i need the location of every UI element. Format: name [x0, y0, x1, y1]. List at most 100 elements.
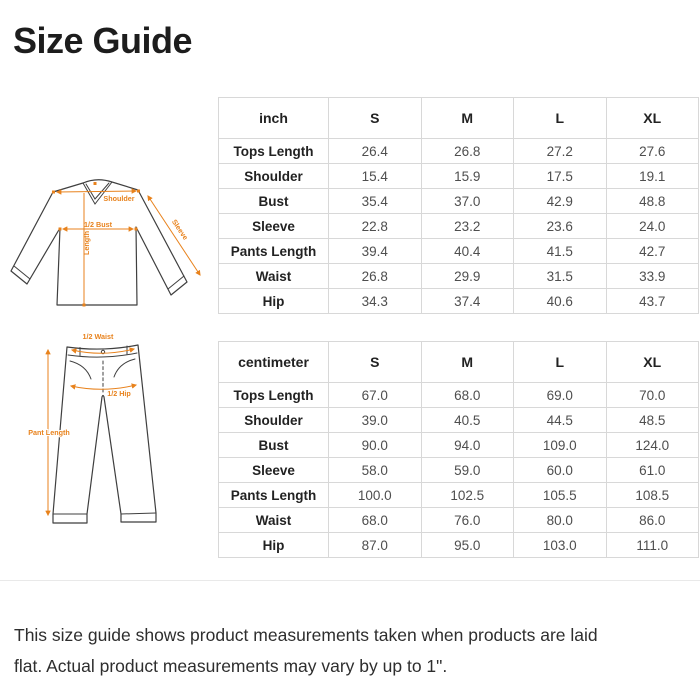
- measurement-value-cell: 48.5: [605, 407, 699, 433]
- measurement-value-cell: 43.7: [605, 288, 699, 314]
- table-row: Hip 87.0 95.0 103.0 111.0: [218, 532, 699, 558]
- measurement-value-cell: 68.0: [328, 507, 422, 533]
- measurement-label-cell: Pants Length: [218, 482, 329, 508]
- measurement-value-cell: 60.0: [513, 457, 607, 483]
- measurement-label-cell: Hip: [218, 288, 329, 314]
- sleeve-measure-label: Sleeve: [170, 218, 190, 242]
- measurement-label-cell: Tops Length: [218, 382, 329, 408]
- measurement-value-cell: 76.0: [420, 507, 514, 533]
- size-column-header: S: [328, 341, 422, 383]
- unit-header-cell: centimeter: [218, 341, 329, 383]
- measurement-value-cell: 69.0: [513, 382, 607, 408]
- measurement-label-cell: Pants Length: [218, 238, 329, 264]
- measurement-label-cell: Waist: [218, 507, 329, 533]
- size-column-header: M: [420, 97, 514, 139]
- measurement-value-cell: 40.5: [420, 407, 514, 433]
- measurement-value-cell: 42.7: [605, 238, 699, 264]
- measurement-value-cell: 103.0: [513, 532, 607, 558]
- measurement-label-cell: Waist: [218, 263, 329, 289]
- measurement-value-cell: 100.0: [328, 482, 422, 508]
- footer-note: This size guide shows product measuremen…: [14, 620, 690, 682]
- measurement-value-cell: 35.4: [328, 188, 422, 214]
- table-row: Sleeve 22.8 23.2 23.6 24.0: [218, 213, 699, 239]
- measurement-value-cell: 19.1: [605, 163, 699, 189]
- shoulder-measure-label: Shoulder: [103, 194, 134, 203]
- pant-length-measure-label: Pant Length: [28, 428, 70, 437]
- table-row: Bust 90.0 94.0 109.0 124.0: [218, 432, 699, 458]
- measurement-value-cell: 39.0: [328, 407, 422, 433]
- measurement-value-cell: 31.5: [513, 263, 607, 289]
- measurement-value-cell: 124.0: [605, 432, 699, 458]
- page-title: Size Guide: [13, 20, 193, 61]
- measurement-value-cell: 87.0: [328, 532, 422, 558]
- measurement-value-cell: 24.0: [605, 213, 699, 239]
- table-header-row: inch S M L XL: [218, 97, 699, 139]
- measurement-value-cell: 29.9: [420, 263, 514, 289]
- size-table-centimeter: centimeter S M L XL Tops Length 67.0 68.0 69.0 70…: [218, 341, 699, 558]
- measurement-value-cell: 27.2: [513, 138, 607, 164]
- measurement-label-cell: Shoulder: [218, 407, 329, 433]
- footer-note-line2: flat. Actual product measurements may va…: [14, 655, 448, 676]
- measurement-value-cell: 39.4: [328, 238, 422, 264]
- pants-measure-lines: [45, 347, 138, 517]
- measurement-value-cell: 108.5: [605, 482, 699, 508]
- measurement-value-cell: 15.4: [328, 163, 422, 189]
- size-column-header: XL: [605, 341, 699, 383]
- measurement-label-cell: Shoulder: [218, 163, 329, 189]
- shirt-diagram: Shoulder 1/2 Bust Length Sleeve: [10, 179, 201, 307]
- measurement-value-cell: 67.0: [328, 382, 422, 408]
- size-column-header: S: [328, 97, 422, 139]
- measurement-value-cell: 26.8: [420, 138, 514, 164]
- measurement-value-cell: 48.8: [605, 188, 699, 214]
- table-row: Shoulder 39.0 40.5 44.5 48.5: [218, 407, 699, 433]
- measurement-value-cell: 34.3: [328, 288, 422, 314]
- footer-note-line1: This size guide shows product measuremen…: [14, 624, 598, 645]
- pants-diagram: 1/2 Waist 1/2 Hip Pant Length: [27, 332, 157, 524]
- measurement-value-cell: 22.8: [328, 213, 422, 239]
- measurement-value-cell: 90.0: [328, 432, 422, 458]
- half-waist-measure-label: 1/2 Waist: [83, 332, 114, 341]
- measurement-value-cell: 26.4: [328, 138, 422, 164]
- measurement-value-cell: 37.0: [420, 188, 514, 214]
- shirt-outline-icon: [10, 179, 188, 306]
- measurement-value-cell: 68.0: [420, 382, 514, 408]
- size-table-inch: inch S M L XL Tops Length 26.4 26.8 27.2 27.6 Shou…: [218, 97, 699, 314]
- measurement-value-cell: 80.0: [513, 507, 607, 533]
- measurement-value-cell: 26.8: [328, 263, 422, 289]
- measurement-label-cell: Sleeve: [218, 213, 329, 239]
- measurement-label-cell: Bust: [218, 188, 329, 214]
- measurement-value-cell: 23.2: [420, 213, 514, 239]
- measurement-value-cell: 27.6: [605, 138, 699, 164]
- table-row: Shoulder 15.4 15.9 17.5 19.1: [218, 163, 699, 189]
- table-row: Tops Length 26.4 26.8 27.2 27.6: [218, 138, 699, 164]
- table-row: Tops Length 67.0 68.0 69.0 70.0: [218, 382, 699, 408]
- measurement-label-cell: Sleeve: [218, 457, 329, 483]
- measurement-value-cell: 44.5: [513, 407, 607, 433]
- table-row: Waist 26.8 29.9 31.5 33.9: [218, 263, 699, 289]
- shirt-measure-lines: [52, 182, 201, 307]
- measurement-value-cell: 40.6: [513, 288, 607, 314]
- table-row: Waist 68.0 76.0 80.0 86.0: [218, 507, 699, 533]
- unit-header-cell: inch: [218, 97, 329, 139]
- measurement-value-cell: 41.5: [513, 238, 607, 264]
- size-column-header: L: [513, 97, 607, 139]
- measurement-value-cell: 86.0: [605, 507, 699, 533]
- measurement-value-cell: 17.5: [513, 163, 607, 189]
- footer-divider: [0, 580, 700, 581]
- measurement-value-cell: 40.4: [420, 238, 514, 264]
- measurement-value-cell: 15.9: [420, 163, 514, 189]
- size-column-header: L: [513, 341, 607, 383]
- length-measure-label: Length: [82, 231, 91, 255]
- half-hip-measure-label: 1/2 Hip: [107, 389, 131, 398]
- table-row: Pants Length 100.0 102.5 105.5 108.5: [218, 482, 699, 508]
- measurement-value-cell: 42.9: [513, 188, 607, 214]
- measurement-label-cell: Bust: [218, 432, 329, 458]
- table-row: Sleeve 58.0 59.0 60.0 61.0: [218, 457, 699, 483]
- table-row: Bust 35.4 37.0 42.9 48.8: [218, 188, 699, 214]
- measurement-value-cell: 59.0: [420, 457, 514, 483]
- measurement-value-cell: 109.0: [513, 432, 607, 458]
- table-header-row: centimeter S M L XL: [218, 341, 699, 383]
- measurement-value-cell: 58.0: [328, 457, 422, 483]
- size-column-header: XL: [605, 97, 699, 139]
